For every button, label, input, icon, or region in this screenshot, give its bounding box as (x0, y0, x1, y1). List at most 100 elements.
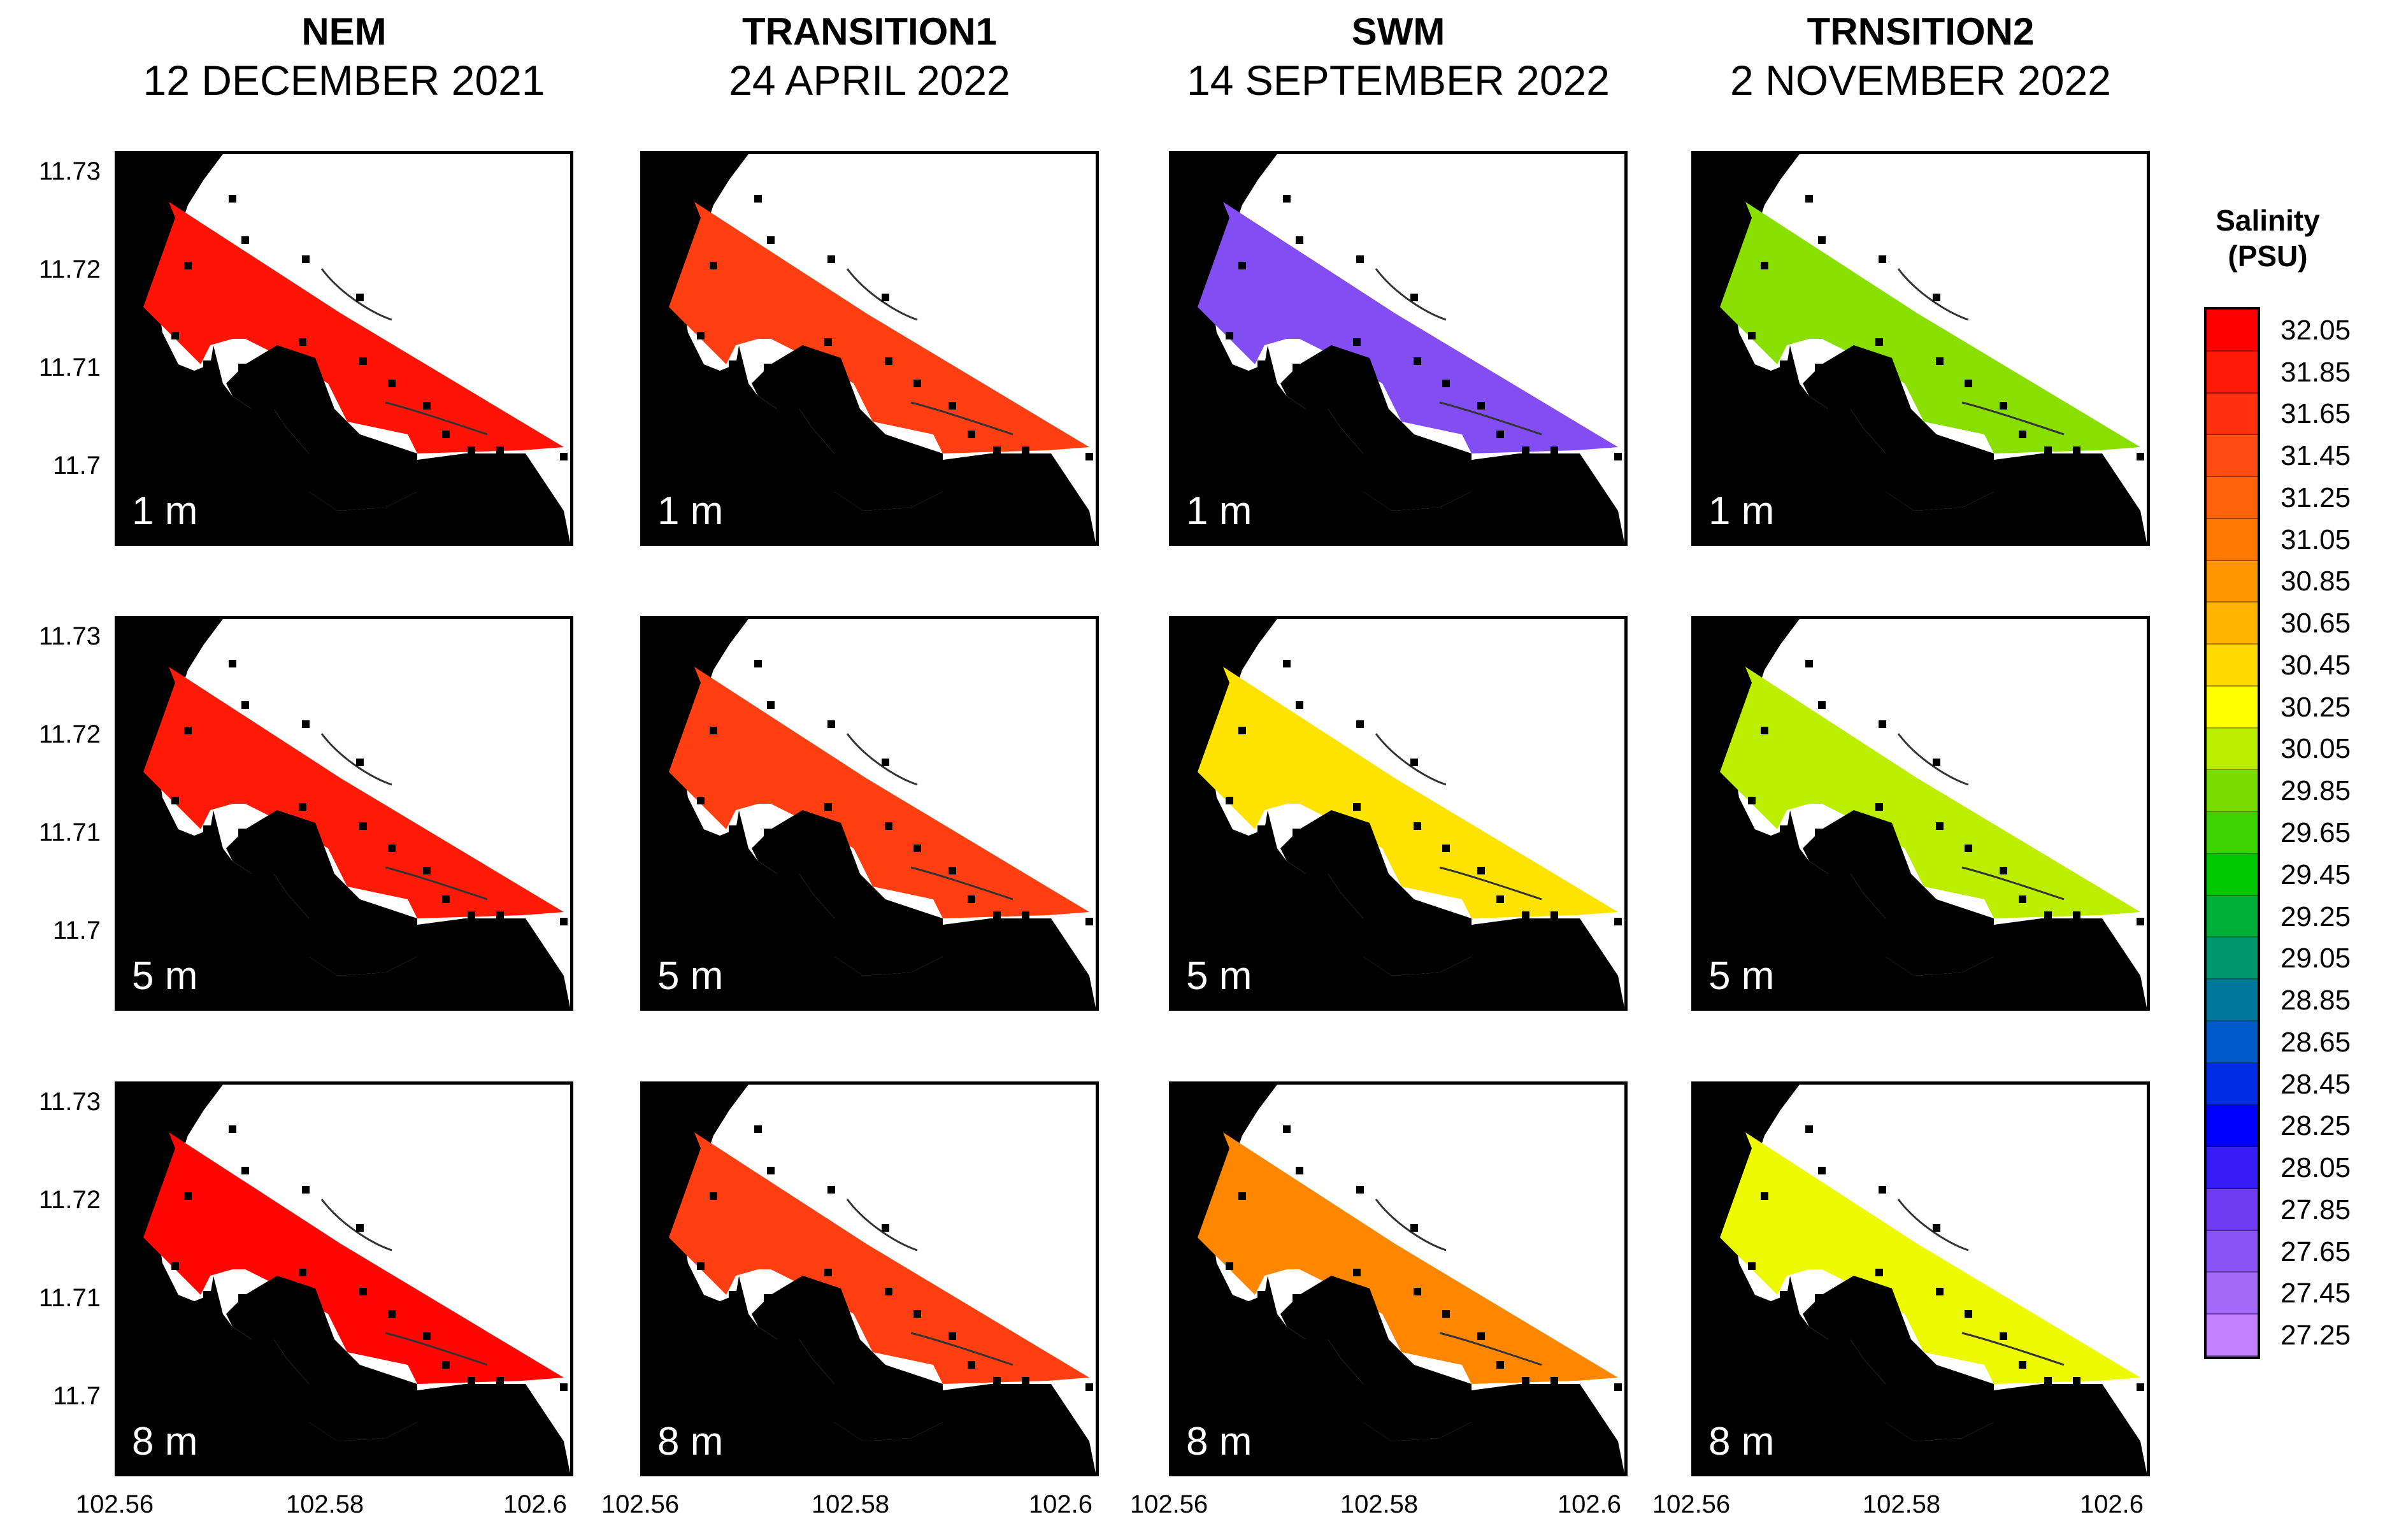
station-marker (885, 357, 892, 365)
station-marker (1414, 357, 1421, 365)
station-marker (1356, 720, 1364, 728)
station-marker (442, 895, 450, 903)
station-marker (442, 431, 450, 438)
station-marker (1805, 195, 1813, 203)
station-marker (1245, 396, 1252, 403)
station-marker (1557, 478, 1565, 486)
land-mass (1694, 619, 2147, 1008)
y-tick-label: 11.7 (53, 1382, 101, 1410)
station-marker (1550, 446, 1558, 454)
station-marker (241, 236, 249, 244)
depth-label: 1 m (132, 489, 198, 533)
land-mass (226, 1276, 417, 1441)
salinity-field (669, 1132, 1089, 1384)
contour-line (1439, 1332, 1542, 1366)
station-marker (1257, 360, 1265, 368)
legend-tick-label: 30.25 (2281, 691, 2351, 723)
station-marker (1767, 396, 1775, 403)
station-marker (171, 1262, 179, 1270)
salinity-field (1198, 667, 1618, 918)
station-marker (359, 822, 367, 830)
salinity-map (1694, 1085, 2147, 1473)
station-marker (882, 294, 889, 301)
legend-color-swatch (2207, 310, 2258, 352)
land-mass (752, 345, 943, 511)
legend-color-swatch (2207, 686, 2258, 729)
station-marker (949, 1332, 956, 1340)
x-tick-label: 102.6 (503, 1490, 568, 1518)
station-marker (824, 803, 832, 811)
contour-line (1961, 1332, 2065, 1366)
land-mass (1280, 1276, 1472, 1441)
station-marker (1818, 701, 1826, 709)
y-tick-label: 11.71 (38, 1284, 101, 1312)
station-marker (468, 446, 475, 454)
x-tick-label: 102.6 (2079, 1490, 2144, 1518)
station-marker (2073, 446, 2080, 454)
station-marker (2000, 402, 2007, 410)
column-header: TRNSITION2 2 NOVEMBER 2022 (1691, 9, 2150, 106)
station-marker (882, 1224, 889, 1232)
station-marker (729, 360, 736, 368)
salinity-field (1198, 202, 1618, 453)
salinity-map (1172, 1085, 1624, 1473)
contour-line (385, 401, 488, 436)
station-marker (1293, 1294, 1300, 1302)
station-marker (356, 294, 364, 301)
station-marker (710, 727, 717, 734)
station-marker (1761, 1192, 1768, 1200)
station-marker (949, 402, 956, 410)
contour-line (1961, 866, 2065, 901)
station-marker (1936, 357, 1944, 365)
depth-label: 5 m (657, 954, 724, 998)
station-marker (827, 720, 835, 728)
legend-color-swatch (2207, 770, 2258, 813)
station-marker (1296, 701, 1303, 709)
station-marker (754, 195, 762, 203)
station-marker (503, 1409, 510, 1416)
station-marker (1936, 822, 1944, 830)
station-marker (1576, 927, 1584, 935)
station-marker (1296, 236, 1303, 244)
legend-color-swatch (2207, 518, 2258, 561)
station-marker (1761, 727, 1768, 734)
salinity-panel: 1 m (640, 151, 1099, 546)
station-marker (1767, 860, 1775, 868)
salinity-field (1198, 1132, 1618, 1384)
station-marker (1226, 797, 1233, 804)
station-marker (1879, 1186, 1886, 1194)
contour-line (385, 1332, 488, 1366)
station-marker (1614, 1383, 1622, 1391)
station-marker (882, 759, 889, 766)
station-marker (1875, 338, 1883, 346)
salinity-panel: 8 m (115, 1081, 573, 1476)
station-marker (1815, 829, 1822, 836)
station-marker (359, 1288, 367, 1295)
station-marker (560, 1383, 568, 1391)
station-marker (299, 1269, 306, 1276)
salinity-panel: 8 m (1169, 1081, 1628, 1476)
station-marker (171, 332, 179, 339)
station-marker (2073, 911, 2080, 919)
salinity-panel: 5 m (1691, 616, 2150, 1011)
station-marker (1576, 1393, 1584, 1401)
land-mass (1172, 1085, 1624, 1473)
station-marker (913, 1310, 921, 1318)
station-marker (1257, 1291, 1265, 1299)
station-marker (716, 396, 724, 403)
station-marker (1226, 332, 1233, 339)
station-marker (1353, 1269, 1361, 1276)
station-marker (238, 1294, 246, 1302)
y-tick-label: 11.72 (38, 255, 101, 283)
station-marker (1767, 1326, 1775, 1334)
station-marker (1522, 911, 1529, 919)
season-title: SWM (1351, 10, 1445, 53)
station-marker (1933, 294, 1940, 301)
contour-line (1897, 268, 1969, 321)
station-marker (1614, 453, 1622, 460)
land-mass (1803, 1276, 1994, 1441)
station-marker (1522, 1377, 1529, 1385)
legend-tick-label: 28.65 (2281, 1026, 2351, 1058)
station-marker (423, 402, 431, 410)
legend-tick-label: 28.05 (2281, 1152, 2351, 1184)
